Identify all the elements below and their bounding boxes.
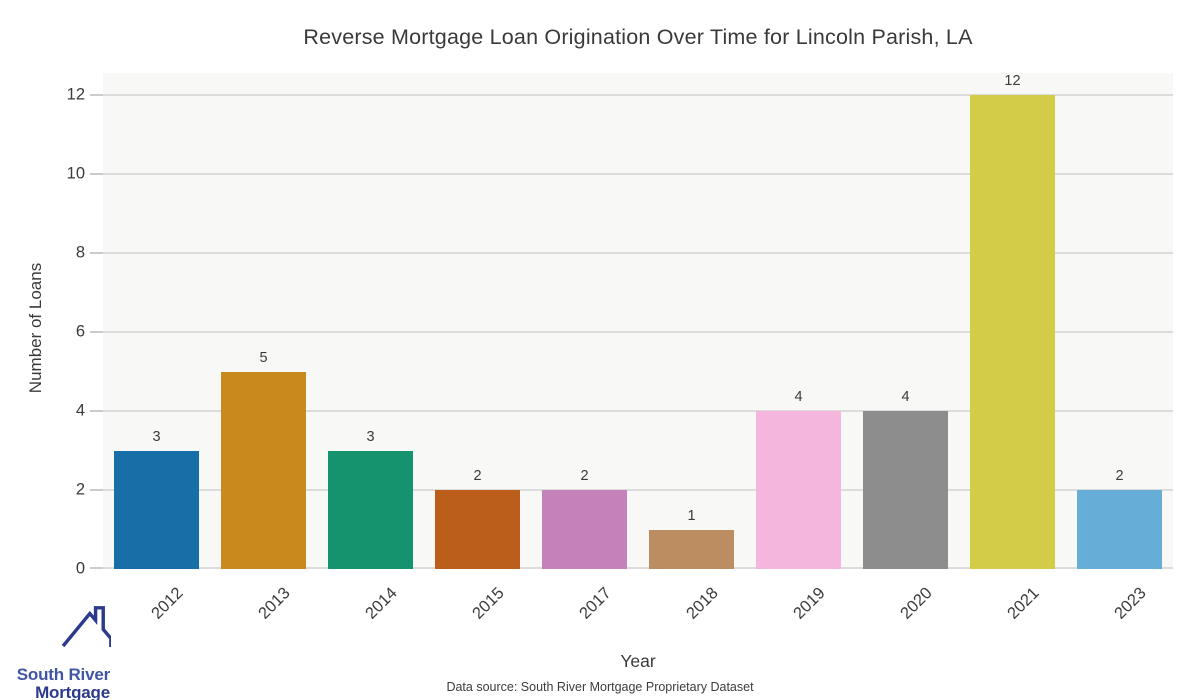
x-tick-label-2020: 2020 <box>896 584 936 623</box>
data-source-note: Data source: South River Mortgage Propri… <box>446 680 754 694</box>
y-tick-mark-10 <box>90 173 103 176</box>
bar-value-label-2020: 4 <box>901 389 910 406</box>
y-tick-label-12: 12 <box>66 85 85 104</box>
bar-2015 <box>435 490 520 569</box>
bar-value-label-2013: 5 <box>259 349 268 366</box>
y-tick-label-4: 4 <box>75 401 85 420</box>
bar-2018 <box>649 529 734 569</box>
bar-2014 <box>328 450 413 569</box>
logo-line2: Mortgage <box>35 683 110 700</box>
x-tick-label-2018: 2018 <box>682 584 722 623</box>
bar-value-label-2018: 1 <box>687 507 696 524</box>
bar-2019 <box>756 411 841 569</box>
y-tick-label-6: 6 <box>75 322 85 341</box>
y-tick-mark-8 <box>90 252 103 255</box>
gridline-y-6 <box>103 331 1173 334</box>
x-tick-label-2021: 2021 <box>1003 584 1043 623</box>
y-tick-mark-4 <box>90 410 103 413</box>
bar-2021 <box>970 95 1055 569</box>
x-tick-label-2013: 2013 <box>254 584 294 623</box>
x-tick-label-2015: 2015 <box>468 584 508 623</box>
x-tick-label-2023: 2023 <box>1110 584 1150 623</box>
x-axis-tick-labels: 2012 2013 2014 2015 2017 2018 2019 2020 2021 2023 <box>103 575 1173 655</box>
x-axis-title: Year <box>620 651 656 671</box>
x-tick-label-2014: 2014 <box>361 584 401 623</box>
y-tick-label-2: 2 <box>75 480 85 499</box>
bar-value-label-2021: 12 <box>1004 73 1021 90</box>
gridline-y-12 <box>103 94 1173 97</box>
y-axis-title: Number of Loans <box>26 262 45 394</box>
bar-value-label-2023: 2 <box>1115 468 1124 485</box>
gridline-y-0 <box>103 567 1173 569</box>
bar-value-label-2019: 4 <box>794 389 803 406</box>
bar-value-label-2017: 2 <box>580 468 589 485</box>
gridline-y-2 <box>103 489 1173 492</box>
y-tick-label-10: 10 <box>66 164 85 183</box>
x-tick-label-2012: 2012 <box>147 584 187 623</box>
bar-2017 <box>542 490 627 569</box>
bar-2020 <box>863 411 948 569</box>
bar-value-label-2014: 3 <box>366 428 375 445</box>
x-tick-label-2019: 2019 <box>789 584 829 623</box>
y-tick-mark-6 <box>90 331 103 334</box>
y-tick-label-0: 0 <box>75 559 85 578</box>
y-tick-label-8: 8 <box>75 243 85 262</box>
bar-value-label-2015: 2 <box>473 468 482 485</box>
gridline-y-4 <box>103 410 1173 413</box>
chart-title: Reverse Mortgage Loan Origination Over T… <box>303 25 973 49</box>
x-tick-label-2017: 2017 <box>575 584 615 623</box>
bar-value-label-2012: 3 <box>152 428 161 445</box>
plot-area: 3 5 3 2 2 1 4 4 12 2 <box>90 73 1173 569</box>
bar-2013 <box>221 371 306 569</box>
bar-2012 <box>114 450 199 569</box>
y-tick-mark-2 <box>90 489 103 492</box>
gridline-y-8 <box>103 252 1173 255</box>
y-tick-mark-0 <box>90 567 103 569</box>
gridline-y-10 <box>103 173 1173 176</box>
bar-2023 <box>1077 490 1162 569</box>
house-roof-icon <box>61 606 111 648</box>
y-tick-mark-12 <box>90 94 103 97</box>
south-river-mortgage-logo: South River Mortgage <box>12 603 122 700</box>
logo-line1: South River <box>16 665 110 684</box>
